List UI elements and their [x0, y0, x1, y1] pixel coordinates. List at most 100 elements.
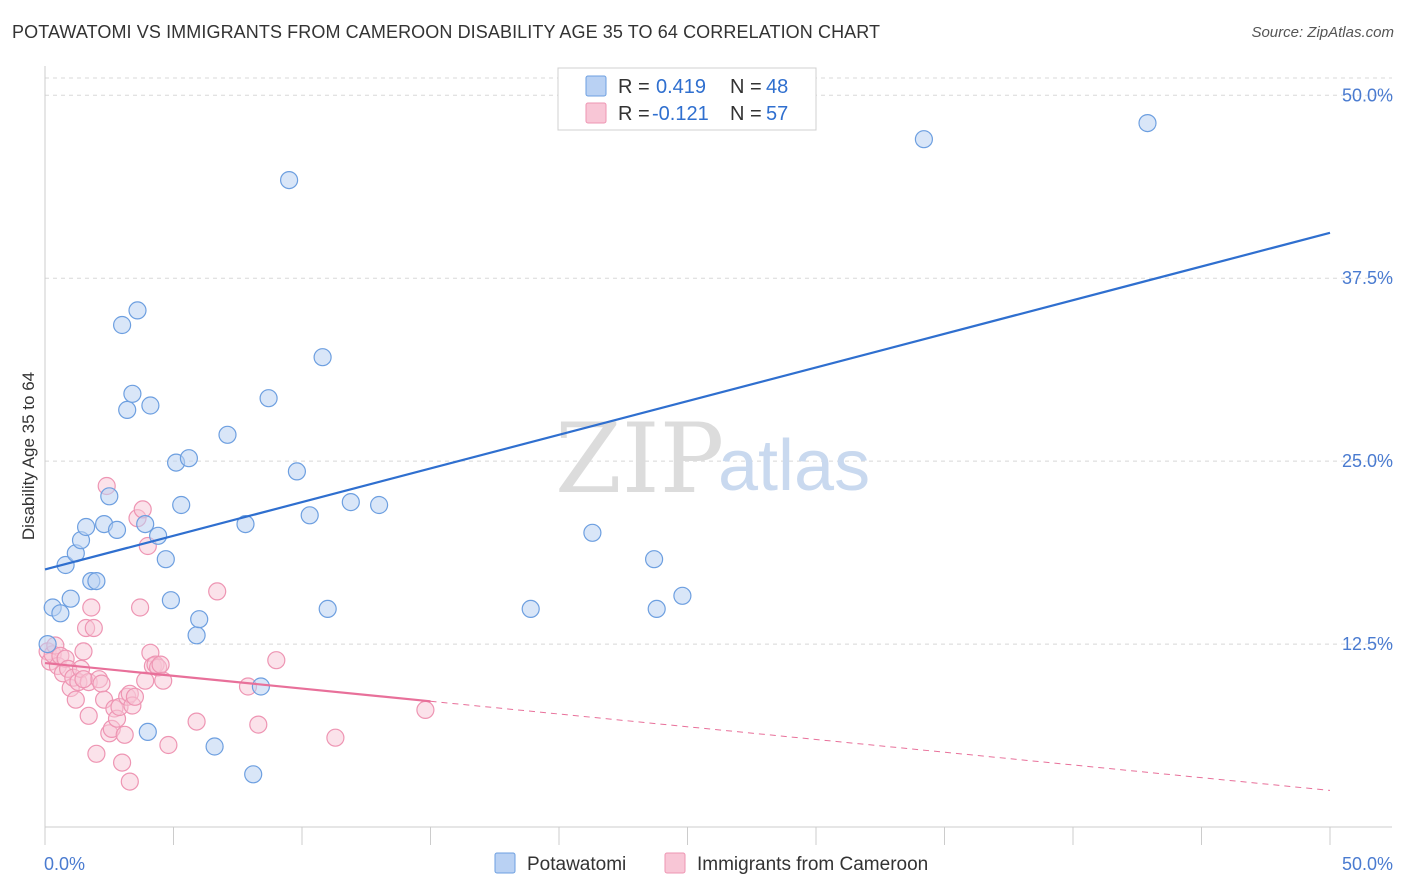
potawatomi-point-46	[914, 130, 934, 149]
cameroon-point-49	[187, 712, 206, 731]
cameroon-point-38	[131, 598, 150, 617]
potawatomi-trend-line	[44, 231, 1331, 571]
watermark-zip: ZIP	[555, 403, 724, 515]
x-tick-label-1: 50.0%	[1342, 854, 1393, 874]
potawatomi-point-15	[123, 384, 142, 403]
cameroon-point-48	[159, 735, 178, 755]
legend-item-potawatomi-swatch	[494, 852, 516, 874]
potawatomi-point-14	[118, 400, 137, 419]
potawatomi-point-9	[87, 571, 106, 591]
potawatomi-point-22	[161, 591, 180, 610]
potawatomi-point-29	[218, 425, 237, 444]
y-tick-label-3: 50.0%	[1342, 85, 1393, 105]
potawatomi-point-11	[100, 487, 119, 506]
cameroon-point-36	[120, 772, 139, 791]
cameroon-point-39	[133, 500, 152, 519]
cameroon-point-46	[151, 655, 170, 674]
cameroon-point-47	[154, 671, 173, 690]
x-tick-label-0: 0.0%	[44, 854, 85, 874]
chart-source: Source: ZipAtlas.com	[1251, 24, 1394, 41]
potawatomi-point-21	[156, 550, 175, 569]
y-tick-label-1: 25.0%	[1342, 451, 1393, 471]
potawatomi-point-35	[287, 462, 306, 481]
series-potawatomi-points	[38, 113, 1157, 784]
cameroon-point-31	[115, 725, 134, 744]
legend-item-potawatomi: Potawatomi	[527, 854, 626, 875]
legend-swatch-blue	[585, 75, 607, 97]
grid-lines	[45, 77, 1392, 645]
potawatomi-point-2	[51, 604, 70, 623]
cameroon-trend-line-extrapolated	[430, 700, 1331, 791]
potawatomi-point-19	[141, 396, 160, 415]
potawatomi-point-17	[136, 514, 155, 534]
cameroon-point-52	[249, 715, 268, 734]
y-tick-label-0: 12.5%	[1342, 634, 1393, 654]
potawatomi-point-4	[61, 589, 80, 608]
potawatomi-point-43	[644, 550, 664, 569]
legend-item-cameroon-swatch	[664, 852, 686, 874]
legend-n-label-2: N =	[730, 103, 762, 125]
trend-lines	[44, 231, 1331, 791]
series-legend: Potawatomi Immigrants from Cameroon	[494, 852, 928, 875]
legend-r-value-2: -0.121	[652, 103, 709, 125]
potawatomi-point-32	[251, 677, 270, 696]
cameroon-point-55	[416, 700, 435, 720]
potawatomi-point-37	[313, 348, 332, 367]
series-cameroon-points	[38, 476, 435, 791]
potawatomi-point-39	[341, 493, 360, 512]
correlation-legend: R = 0.419 N = 48 R = -0.121 N = 57	[557, 67, 817, 131]
potawatomi-point-25	[179, 449, 198, 468]
potawatomi-point-18	[138, 722, 157, 742]
cameroon-point-22	[92, 674, 111, 693]
potawatomi-point-40	[370, 495, 389, 515]
cameroon-point-20	[87, 744, 106, 763]
x-tick-labels: 0.0% 50.0%	[44, 854, 1393, 874]
potawatomi-point-24	[172, 495, 191, 515]
cameroon-trend-line	[44, 661, 431, 703]
potawatomi-point-47	[1138, 113, 1157, 133]
potawatomi-point-0	[38, 634, 57, 654]
potawatomi-point-7	[76, 517, 96, 537]
cameroon-point-14	[74, 642, 93, 661]
cameroon-point-17	[79, 706, 98, 725]
potawatomi-point-34	[280, 171, 299, 190]
legend-r-value-1: 0.419	[656, 76, 706, 98]
potawatomi-point-27	[190, 610, 209, 629]
potawatomi-point-42	[583, 523, 602, 542]
potawatomi-point-36	[300, 506, 319, 525]
chart-title: POTAWATOMI VS IMMIGRANTS FROM CAMEROON D…	[12, 22, 881, 42]
legend-item-cameroon: Immigrants from Cameroon	[697, 854, 928, 875]
potawatomi-point-28	[205, 737, 224, 756]
y-tick-labels: 12.5% 25.0% 37.5% 50.0%	[1342, 85, 1393, 654]
cameroon-point-35	[125, 687, 144, 706]
cameroon-point-50	[208, 582, 227, 601]
y-tick-label-2: 37.5%	[1342, 268, 1393, 288]
legend-n-value-2: 57	[766, 103, 788, 125]
potawatomi-point-13	[112, 315, 132, 335]
cameroon-point-56	[74, 670, 93, 689]
legend-r-label-2: R =	[618, 103, 650, 125]
potawatomi-point-45	[673, 586, 692, 605]
potawatomi-point-44	[647, 599, 666, 619]
potawatomi-point-33	[259, 389, 278, 408]
potawatomi-point-16	[128, 301, 147, 320]
potawatomi-point-30	[236, 514, 255, 534]
legend-r-label-1: R =	[618, 76, 650, 98]
potawatomi-point-31	[244, 765, 263, 784]
potawatomi-point-26	[187, 626, 206, 645]
cameroon-point-53	[267, 651, 286, 670]
y-axis-label: Disability Age 35 to 64	[19, 372, 38, 540]
cameroon-point-19	[84, 618, 103, 638]
legend-n-label-1: N =	[730, 76, 762, 98]
watermark: ZIP atlas	[555, 403, 870, 515]
cameroon-point-11	[66, 690, 85, 709]
legend-swatch-pink	[585, 102, 607, 124]
axes	[44, 66, 1392, 845]
watermark-atlas: atlas	[718, 426, 870, 506]
cameroon-point-54	[326, 728, 345, 747]
potawatomi-point-41	[521, 599, 540, 619]
potawatomi-point-38	[318, 599, 337, 619]
potawatomi-point-12	[107, 520, 127, 540]
cameroon-point-30	[112, 753, 132, 772]
